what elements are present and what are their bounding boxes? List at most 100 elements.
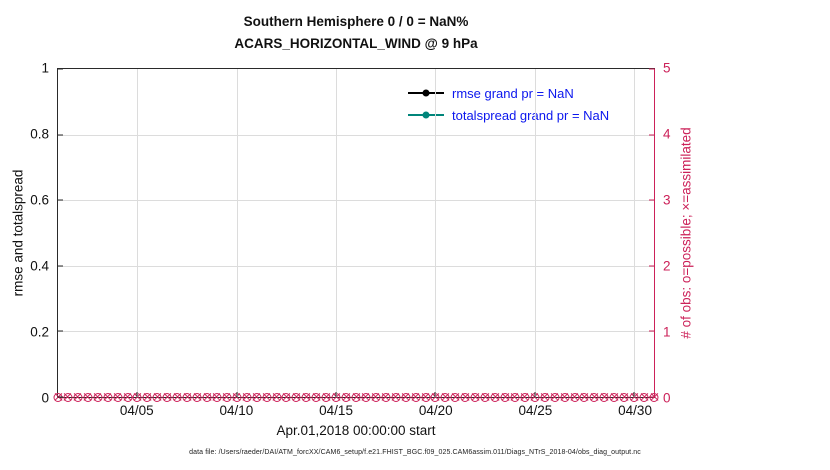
legend-label-rmse: rmse grand pr = NaN: [452, 85, 574, 101]
legend: rmse grand pr = NaN totalspread grand pr…: [408, 82, 609, 126]
left-tick-mark: [58, 68, 63, 70]
obs-marker-zero: [599, 392, 609, 402]
right-tick-mark: [649, 199, 654, 201]
obs-marker-zero: [361, 392, 371, 402]
gridline-vertical: [236, 69, 238, 397]
obs-marker-zero: [281, 392, 291, 402]
gridline-vertical: [534, 69, 536, 397]
gridline-horizontal: [58, 200, 654, 202]
gridline-vertical: [137, 69, 139, 397]
obs-marker-zero: [639, 392, 649, 402]
left-tick-label: 0.2: [30, 324, 49, 340]
left-tick-label: 0.8: [30, 126, 49, 142]
legend-item-totalspread: totalspread grand pr = NaN: [408, 104, 609, 126]
obs-marker-zero: [242, 392, 252, 402]
right-tick-mark: [649, 396, 654, 398]
obs-marker-zero: [341, 392, 351, 402]
right-tick-label: 1: [663, 324, 671, 340]
chart-title-line2: ACARS_HORIZONTAL_WIND @ 9 hPa: [234, 36, 478, 51]
obs-marker-zero: [252, 392, 262, 402]
obs-marker-zero: [480, 392, 490, 402]
right-tick-label: 3: [663, 192, 671, 208]
obs-marker-zero: [311, 392, 321, 402]
x-tick-label: 04/30: [618, 403, 652, 418]
obs-marker-zero: [192, 392, 202, 402]
x-tick-label: 04/20: [418, 403, 453, 418]
gridline-vertical: [336, 69, 338, 397]
obs-marker-zero: [93, 392, 103, 402]
obs-marker-zero: [123, 392, 133, 402]
x-tick-label: 04/25: [518, 403, 553, 418]
x-tick-label: 04/10: [219, 403, 254, 418]
left-axis-label: rmse and totalspread: [10, 169, 26, 297]
obs-marker-zero: [162, 392, 172, 402]
gridline-horizontal: [58, 331, 654, 333]
obs-marker-zero: [371, 392, 381, 402]
plot-area: rmse grand pr = NaN totalspread grand pr…: [53, 68, 659, 402]
x-tick-mark: [633, 392, 635, 397]
obs-marker-zero: [83, 392, 93, 402]
x-tick-mark: [136, 392, 138, 397]
obs-marker-zero: [560, 392, 570, 402]
left-tick-mark: [58, 265, 63, 267]
totalspread-marker-icon: [422, 111, 430, 119]
obs-marker-zero: [579, 392, 589, 402]
left-tick-mark: [58, 396, 63, 398]
x-tick-mark: [236, 392, 238, 397]
x-tick-label: 04/15: [319, 403, 353, 418]
obs-marker-zero: [63, 392, 73, 402]
obs-marker-zero: [550, 392, 560, 402]
obs-marker-zero: [301, 392, 311, 402]
obs-marker-zero: [272, 392, 282, 402]
obs-marker-zero: [540, 392, 550, 402]
obs-marker-zero: [182, 392, 192, 402]
gridline-vertical: [634, 69, 636, 397]
rmse-line-sample: [408, 89, 444, 97]
data-file-path: data file: /Users/raeder/DAI/ATM_forcXX/…: [189, 449, 641, 456]
obs-marker-zero: [152, 392, 162, 402]
x-axis-label: Apr.01,2018 00:00:00 start: [276, 423, 436, 438]
right-tick-mark: [649, 134, 654, 136]
gridline-horizontal: [58, 265, 654, 267]
obs-marker-zero: [262, 392, 272, 402]
x-tick-mark: [434, 392, 436, 397]
obs-marker-zero: [73, 392, 83, 402]
legend-label-totalspread: totalspread grand pr = NaN: [452, 107, 610, 123]
gridline-vertical: [435, 69, 437, 397]
legend-item-rmse: rmse grand pr = NaN: [408, 82, 609, 104]
obs-marker-zero: [172, 392, 182, 402]
obs-marker-zero: [291, 392, 301, 402]
obs-marker-zero: [609, 392, 619, 402]
obs-marker-zero: [321, 392, 331, 402]
obs-marker-zero: [212, 392, 222, 402]
right-tick-label: 0: [663, 390, 671, 406]
obs-marker-zero: [113, 392, 123, 402]
left-tick-label: 0.4: [30, 258, 49, 274]
obs-marker-zero: [142, 392, 152, 402]
obs-marker-zero: [222, 392, 232, 402]
right-tick-mark: [649, 265, 654, 267]
rmse-marker-icon: [422, 89, 430, 97]
left-tick-label: 0: [41, 390, 49, 406]
left-tick-mark: [58, 134, 63, 136]
obs-marker-zero: [450, 392, 460, 402]
obs-marker-zero: [460, 392, 470, 402]
obs-marker-zero: [103, 392, 113, 402]
x-tick-mark: [534, 392, 536, 397]
right-tick-mark: [649, 68, 654, 70]
obs-marker-zero: [411, 392, 421, 402]
x-tick-label: 04/05: [119, 403, 154, 418]
right-tick-mark: [649, 330, 654, 332]
obs-marker-zero: [510, 392, 520, 402]
right-axis-label: # of obs: o=possible; ×=assimilated: [678, 127, 694, 339]
right-tick-label: 5: [663, 60, 671, 76]
obs-marker-zero: [520, 392, 530, 402]
obs-marker-zero: [619, 392, 629, 402]
right-tick-label: 2: [663, 258, 671, 274]
obs-marker-zero: [500, 392, 510, 402]
gridline-horizontal: [58, 134, 654, 136]
chart-title-line1: Southern Hemisphere 0 / 0 = NaN%: [243, 14, 469, 29]
left-tick-mark: [58, 199, 63, 201]
left-tick-mark: [58, 330, 63, 332]
obs-marker-zero: [351, 392, 361, 402]
